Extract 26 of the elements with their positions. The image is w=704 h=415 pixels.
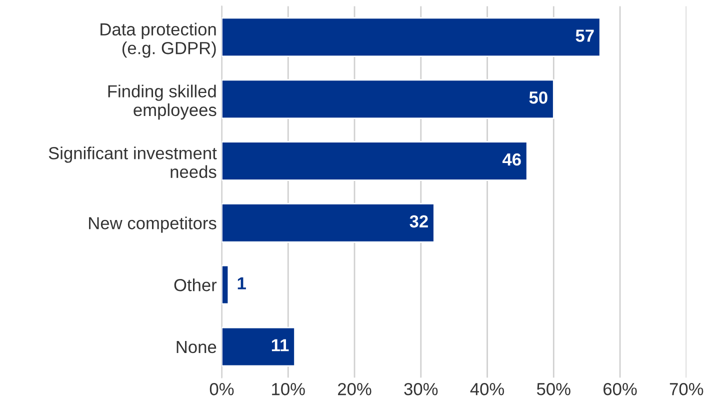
x-tick-label: 60% xyxy=(604,382,637,396)
data-label: 50 xyxy=(529,91,548,104)
bar xyxy=(222,79,554,119)
x-tick-label: 40% xyxy=(470,382,504,396)
bar xyxy=(222,141,528,181)
bar xyxy=(222,203,435,243)
bar xyxy=(222,264,230,305)
x-tick-label: 50% xyxy=(536,382,570,396)
y-tick-label: New competitors xyxy=(89,216,216,233)
y-tick-label: Significant investment needs xyxy=(48,146,217,178)
bar xyxy=(222,326,296,367)
y-tick-label: Other xyxy=(174,278,217,292)
data-label: 11 xyxy=(272,339,289,352)
data-label: 57 xyxy=(576,30,594,42)
bar xyxy=(222,17,601,58)
x-tick-label: 30% xyxy=(404,382,438,396)
data-label: 46 xyxy=(502,153,521,166)
x-tick-label: 20% xyxy=(338,382,372,396)
x-tick-label: 70% xyxy=(670,382,704,396)
data-label: 32 xyxy=(410,215,428,228)
y-tick-label: Finding skilled employees xyxy=(108,84,216,120)
x-tick-label: 0% xyxy=(210,382,234,396)
x-tick-label: 10% xyxy=(272,382,305,396)
y-tick-label: None xyxy=(176,341,216,354)
data-label: 1 xyxy=(238,277,246,290)
y-tick-label: Data protection (e.g. GDPR) xyxy=(100,22,216,58)
